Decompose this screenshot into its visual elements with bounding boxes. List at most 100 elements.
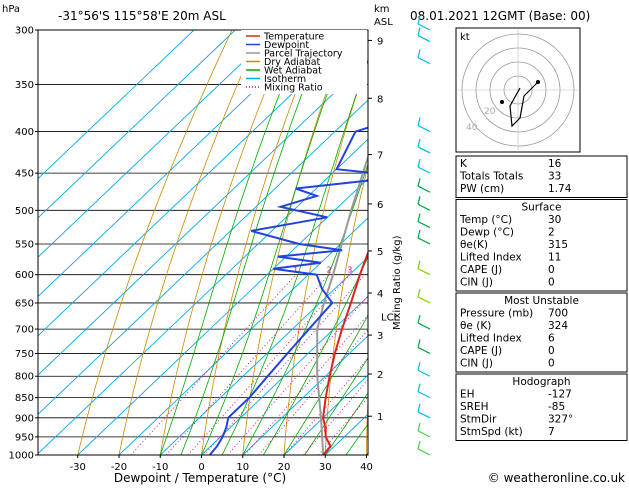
index-label: PW (cm) (460, 183, 504, 195)
height-tick-label: 6 (377, 200, 383, 211)
index-label: Temp (°C) (459, 214, 512, 226)
pressure-tick-label: 650 (15, 298, 34, 309)
wind-barb-flag (418, 118, 420, 126)
index-label: Pressure (mb) (460, 308, 533, 320)
index-value: 30 (548, 214, 561, 226)
wind-barb (418, 412, 430, 418)
height-tick-label: 3 (377, 331, 383, 342)
wind-barb (418, 147, 430, 153)
pressure-tick-label: 1000 (9, 451, 34, 462)
dry-adiabat (119, 30, 261, 455)
wind-barb-flag (418, 50, 420, 58)
index-value: 315 (548, 239, 568, 251)
isotherm-line (0, 30, 277, 455)
wind-barb-flag (418, 362, 420, 370)
wind-barb-flag (418, 214, 420, 222)
height-tick-label: 4 (377, 289, 383, 300)
index-value: 7 (548, 426, 555, 438)
index-label: EH (460, 389, 475, 401)
index-value: 16 (548, 158, 562, 170)
wind-barb-flag (418, 289, 420, 297)
mixing-ratio-line (204, 275, 365, 455)
hodograph-ring-label: 20 (484, 107, 496, 117)
height-tick-label: 1 (377, 412, 383, 423)
pressure-tick-label: 450 (15, 169, 34, 180)
index-value: 324 (548, 320, 568, 332)
height-tick-label: 2 (377, 370, 383, 381)
wind-barb-flag (418, 230, 420, 238)
wind-barb (418, 167, 430, 173)
wind-barb-flag (418, 159, 420, 167)
index-section-title: Surface (521, 202, 561, 214)
wind-barb (418, 431, 430, 437)
wind-barb (418, 36, 430, 42)
index-section-title: Most Unstable (504, 295, 579, 307)
pressure-tick-label: 800 (15, 372, 34, 383)
wind-barb (418, 186, 430, 192)
wind-barb-flag (418, 423, 420, 431)
index-value: 1.74 (548, 183, 572, 195)
hpa-label: hPa (2, 4, 20, 15)
pressure-tick-label: 750 (15, 349, 34, 360)
height-tick-label: 7 (377, 151, 383, 162)
datetime-title: 08.01.2021 12GMT (Base: 00) (410, 9, 590, 23)
wind-barb (418, 222, 430, 228)
index-value: 33 (548, 171, 561, 183)
wind-barb (418, 238, 430, 244)
index-label: CAPE (J) (460, 345, 502, 357)
wind-barb-flag (418, 196, 420, 204)
pressure-tick-label: 350 (15, 80, 34, 91)
index-label: Totals Totals (459, 171, 523, 183)
index-value: 0 (548, 277, 555, 289)
pressure-axis: 3003504004505005506006507007508008509009… (9, 26, 38, 462)
wind-barb (418, 204, 430, 210)
x-axis-label: Dewpoint / Temperature (°C) (114, 471, 286, 485)
index-value: -127 (548, 389, 572, 401)
wind-barb-flag (418, 315, 420, 323)
wind-barb (418, 58, 430, 64)
pressure-tick-label: 550 (15, 239, 34, 250)
index-label: SREH (460, 401, 489, 413)
index-value: 0 (548, 358, 555, 370)
index-value: -85 (548, 401, 565, 413)
copyright: © weatheronline.co.uk (488, 471, 625, 485)
height-tick-label: 5 (377, 247, 383, 258)
mixing-ratio-line (304, 275, 459, 455)
pressure-tick-label: 600 (15, 270, 34, 281)
pressure-tick-label: 300 (15, 26, 34, 37)
index-label: StmSpd (kt) (460, 426, 523, 438)
index-value: 0 (548, 345, 555, 357)
index-label: θe(K) (460, 239, 488, 251)
wind-barbs (418, 16, 430, 455)
index-label: θe (K) (460, 320, 491, 332)
wind-barb-flag (418, 339, 420, 347)
index-label: CAPE (J) (460, 264, 502, 276)
wind-barb (418, 269, 430, 275)
km-label: km (374, 4, 390, 15)
index-label: CIN (J) (460, 277, 493, 289)
pressure-tick-label: 500 (15, 206, 34, 217)
pressure-tick-label: 700 (15, 325, 34, 336)
temperature-tick-label: 30 (319, 462, 332, 473)
asl-label: ASL (374, 17, 393, 28)
index-value: 6 (548, 333, 555, 345)
hodograph-point (536, 80, 540, 84)
index-section-title: Hodograph (512, 376, 570, 388)
index-label: Lifted Index (460, 333, 522, 345)
index-label: Lifted Index (460, 252, 522, 264)
isotherm-line (0, 30, 235, 455)
pressure-tick-label: 400 (15, 127, 34, 138)
mixing-ratio-label: 3 (347, 266, 352, 275)
temperature-tick-label: 40 (360, 462, 373, 473)
legend-entry: Mixing Ratio (264, 83, 323, 94)
isotherm-line (0, 30, 442, 455)
index-value: 700 (548, 308, 568, 320)
pressure-tick-label: 900 (15, 413, 34, 424)
wind-barb (418, 370, 430, 376)
wind-barb-flag (418, 261, 420, 269)
